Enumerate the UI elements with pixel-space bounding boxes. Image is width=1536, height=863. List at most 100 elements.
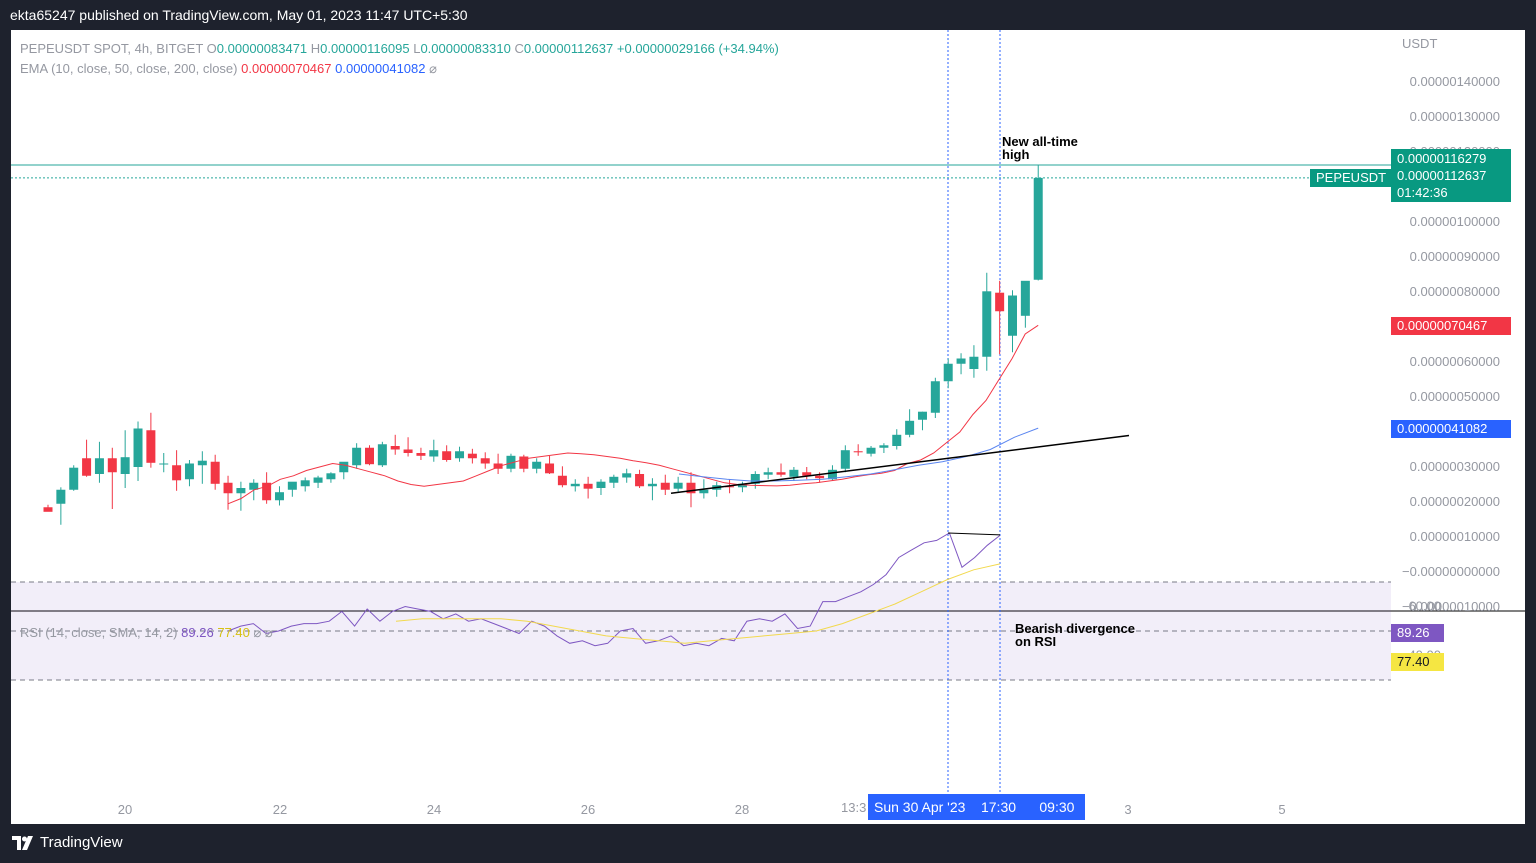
ath-line1: New all-time [1002,134,1078,149]
candle-body [1033,177,1043,280]
hidden-icon[interactable]: ⌀ ⌀ [253,625,273,640]
candle-body [892,434,902,446]
divergence-annotation: Bearish divergence on RSI [1015,622,1135,648]
candle-body [866,447,876,454]
ema2-tag: 0.00000041082 [1391,420,1511,438]
candle-body [326,473,336,480]
trendline [670,434,1130,494]
ema1-tag: 0.00000070467 [1391,317,1511,335]
crosshair-time2: 09:30 [1039,799,1075,815]
chart-frame[interactable]: 0.000001400000.000001300000.000001200000… [11,30,1525,824]
candle-body [660,482,670,490]
candle-body [737,483,747,488]
candle-body [467,453,477,459]
close-label: C [514,41,524,56]
ema-legend: EMA (10, close, 50, close, 200, close) 0… [20,61,437,77]
candle-body [69,467,79,490]
candle-body [840,450,850,469]
tradingview-icon [12,835,33,850]
ema2-value: 0.00000041082 [335,61,426,76]
candle-body [377,444,387,466]
candle-body [236,488,246,494]
rsi-value: 89.26 [181,625,214,640]
candle-body [905,420,915,435]
candle-body [249,482,259,490]
candle-body [339,461,349,473]
candle-body [609,476,619,483]
published-header: ekta65247 published on TradingView.com, … [10,7,468,23]
symbol-label[interactable]: PEPEUSDT SPOT, 4h, BITGET [20,41,204,56]
crosshair-date: Sun 30 Apr '23 [874,799,966,815]
time-tick-label: 20 [118,802,132,817]
candle-body [673,482,683,489]
candle-body [827,469,837,480]
countdown: 01:42:36 [1397,185,1448,200]
time-tick-label: 5 [1278,802,1285,817]
rsi-sma-value: 77.40 [217,625,250,640]
tradingview-logo[interactable]: TradingView [12,834,123,851]
rsi-tag: 89.26 [1391,624,1444,642]
candle-body [493,463,503,469]
footer: TradingView [0,824,1536,863]
candle-body [956,358,966,364]
candle-body [506,455,516,469]
candle-body [930,381,940,413]
partial-time-label: 13:3 [841,800,867,815]
candle-body [300,480,310,487]
div-line2: on RSI [1015,634,1057,649]
crosshair-time: 17:30 [980,799,1017,815]
candle-body [532,461,542,469]
crosshair-time-tag: Sun 30 Apr '23 17:30 09:30 [868,794,1085,820]
rsi-legend: RSI (14, close, SMA, 14, 2) 89.26 77.40 … [20,625,273,641]
time-tick-label: 22 [273,802,287,817]
candle-body [403,449,413,453]
candle-body [545,463,555,474]
rsi-sma-line [395,563,1001,644]
candle-body [56,489,66,504]
candle-body [94,458,104,474]
open-label: O [206,41,217,56]
candle-body [763,472,773,475]
candle-body [622,473,632,478]
time-tick-label: 3 [1124,802,1131,817]
rsi-sma-tag: 77.40 [1391,653,1444,671]
chart-canvas[interactable]: 0.000001400000.000001300000.000001200000… [11,30,1525,824]
candle-body [699,489,709,494]
rsi-label[interactable]: RSI (14, close, SMA, 14, 2) [20,625,178,640]
price-tick-label: −0.00000000000 [1402,564,1500,579]
candle-body [133,428,143,467]
time-tick-label: 26 [581,802,595,817]
candle-body [480,458,490,464]
price-tick-label: 0.00000050000 [1410,389,1500,404]
time-tick-label: 28 [735,802,749,817]
price-tick-label: 0.00000060000 [1410,354,1500,369]
candle-body [647,483,657,487]
open-value: 0.00000083471 [216,41,308,56]
ema-label[interactable]: EMA (10, close, 50, close, 200, close) [20,61,238,76]
divergence-line [947,532,1001,536]
candle-body [879,445,889,448]
candle-body [1020,280,1030,316]
candle-body [686,482,696,494]
last-price: 0.00000112637 [1397,168,1487,183]
candle-body [596,481,606,488]
last-price-tag: 0.00000116279 0.00000112637 01:42:36 [1391,149,1511,202]
ema1-value: 0.00000070467 [241,61,332,76]
brand-name: TradingView [40,834,123,851]
candle-body [557,475,567,486]
candle-body [120,457,130,474]
candle-body [223,482,233,494]
price-tick-label: −0.00000010000 [1402,599,1500,614]
candle-body [789,469,799,477]
candle-body [197,460,207,466]
candle-body [352,447,362,466]
candle-body [1008,295,1017,336]
candle-body [442,451,452,460]
hidden-icon[interactable]: ⌀ [429,61,437,76]
candle-body [146,430,156,463]
low-label: L [413,41,421,56]
candle-body [429,450,439,457]
candle-body [917,411,927,420]
candle-body [365,447,374,465]
price-legend: PEPEUSDT SPOT, 4h, BITGET O0.00000083471… [20,41,779,56]
